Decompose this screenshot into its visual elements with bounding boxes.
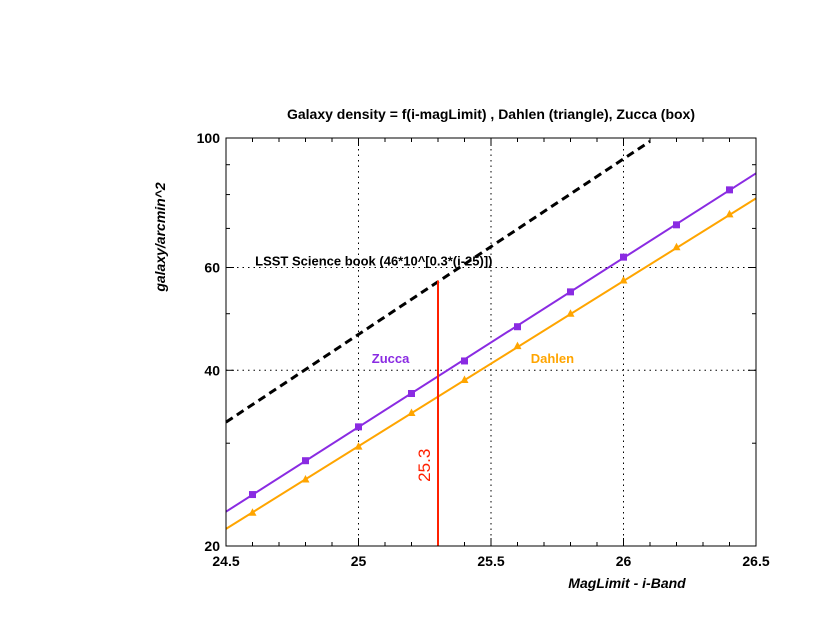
y-axis-label: galaxy/arcmin^2 bbox=[152, 182, 168, 293]
data-point-square bbox=[461, 357, 468, 365]
data-point-triangle bbox=[619, 275, 628, 284]
data-point-square bbox=[355, 423, 362, 431]
x-tick-label: 26 bbox=[616, 553, 632, 569]
chart-title: Galaxy density = f(i-magLimit) , Dahlen … bbox=[287, 106, 695, 122]
data-point-triangle bbox=[407, 408, 416, 416]
data-point-triangle bbox=[513, 341, 522, 350]
data-point-square bbox=[408, 389, 415, 397]
data-point-square bbox=[673, 221, 680, 229]
series-line-square bbox=[225, 172, 757, 513]
vline-layer: 25.3 bbox=[415, 280, 439, 546]
plot-frame bbox=[225, 137, 757, 547]
x-tick-label: 24.5 bbox=[212, 553, 239, 569]
data-point-square bbox=[620, 253, 627, 261]
tick-labels: 24.5 25 25.5 26 26.5 20 40 60 100 bbox=[197, 130, 770, 569]
data-point-triangle bbox=[725, 209, 734, 218]
data-point-triangle bbox=[672, 242, 681, 251]
vline-label: 25.3 bbox=[415, 449, 434, 482]
y-tick-label: 40 bbox=[204, 362, 220, 378]
data-point-triangle bbox=[354, 442, 363, 450]
x-axis-label: MagLimit - i-Band bbox=[568, 575, 686, 591]
y-tick-label: 60 bbox=[204, 259, 220, 275]
annotation-zucca: Zucca bbox=[372, 351, 410, 366]
y-tick-label: 100 bbox=[197, 130, 221, 146]
data-point-triangle bbox=[460, 375, 469, 383]
data-point-triangle bbox=[301, 474, 310, 483]
x-tick-label: 25.5 bbox=[477, 553, 504, 569]
y-tick-label: 20 bbox=[204, 538, 220, 554]
x-tick-label: 26.5 bbox=[742, 553, 769, 569]
data-point-square bbox=[302, 457, 309, 465]
annotations: LSST Science book (46*10^[0.3*(i-25)]) Zu… bbox=[255, 253, 574, 365]
annotation-lsst: LSST Science book (46*10^[0.3*(i-25)]) bbox=[255, 253, 492, 268]
data-point-triangle bbox=[566, 309, 575, 317]
series-line-triangle bbox=[225, 197, 757, 530]
annotation-dahlen: Dahlen bbox=[531, 351, 574, 366]
data-point-square bbox=[249, 491, 256, 499]
data-point-square bbox=[514, 323, 521, 331]
data-point-square bbox=[567, 288, 574, 296]
data-point-square bbox=[726, 186, 733, 194]
x-tick-label: 25 bbox=[351, 553, 367, 569]
data-point-triangle bbox=[248, 508, 257, 516]
